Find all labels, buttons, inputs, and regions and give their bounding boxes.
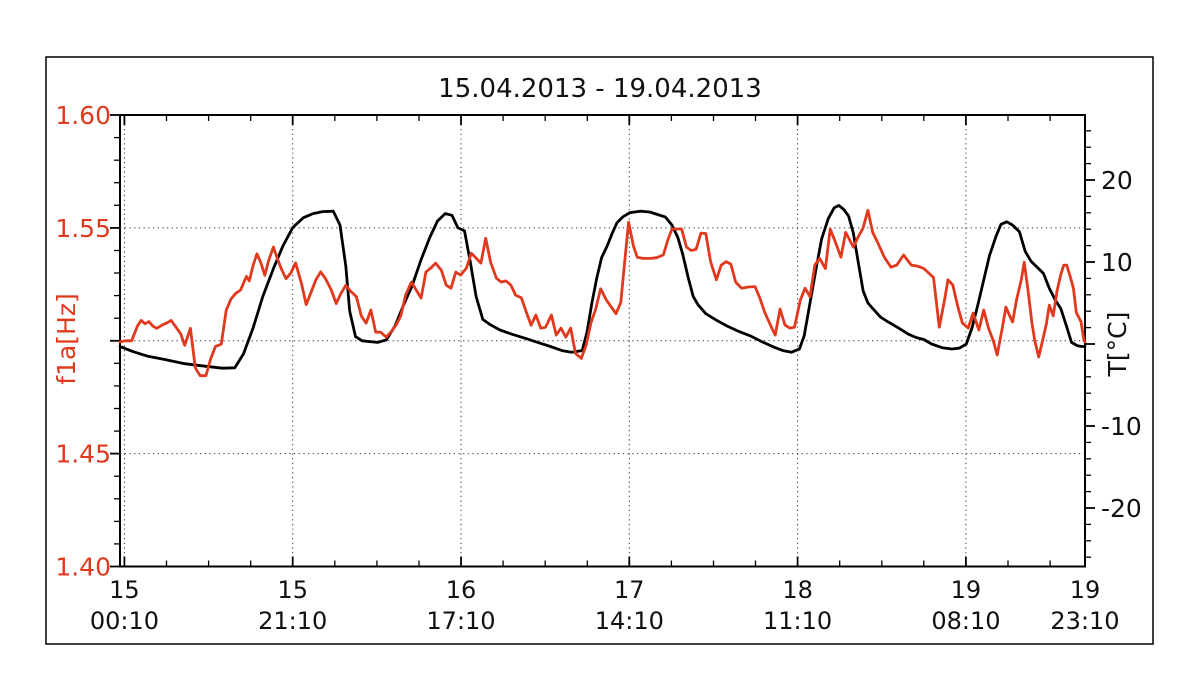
x-tick-day-label: 15 <box>109 576 140 604</box>
right-axis-tick-label: -10 <box>1101 412 1142 441</box>
outer-frame <box>45 56 1154 645</box>
plot-border <box>119 114 1086 568</box>
left-axis-tick-label: 1.40 <box>55 553 111 582</box>
x-tick-time-label: 11:10 <box>763 607 832 635</box>
right-axis-tick-label: -20 <box>1101 494 1142 523</box>
x-tick-time-label: 23:10 <box>1050 607 1119 635</box>
series-line-f1a <box>118 208 1087 378</box>
x-tick-time-label: 17:10 <box>426 607 495 635</box>
x-tick-day-label: 18 <box>782 576 813 604</box>
x-tick-day-label: 16 <box>446 576 477 604</box>
left-axis-tick-label: 1.55 <box>55 214 111 243</box>
x-tick-time-label: 14:10 <box>595 607 664 635</box>
x-tick-time-label: 21:10 <box>258 607 327 635</box>
left-axis-title: f1a[Hz] <box>52 293 81 384</box>
chart-title: 15.04.2013 - 19.04.2013 <box>438 74 762 104</box>
x-tick-day-label: 19 <box>951 576 982 604</box>
right-axis-title: T[°C] <box>1103 312 1132 378</box>
x-tick-day-label: 15 <box>277 576 308 604</box>
left-axis-tick-label: 1.45 <box>55 440 111 469</box>
x-tick-day-label: 19 <box>1070 576 1101 604</box>
left-axis-tick-label: 1.60 <box>55 101 111 130</box>
right-axis-tick-label: 10 <box>1101 248 1133 277</box>
x-tick-time-label: 00:10 <box>90 607 159 635</box>
right-axis-tick-label: 20 <box>1101 166 1133 195</box>
series-line-T <box>118 203 1087 370</box>
x-tick-time-label: 08:10 <box>931 607 1000 635</box>
x-tick-day-label: 17 <box>614 576 645 604</box>
